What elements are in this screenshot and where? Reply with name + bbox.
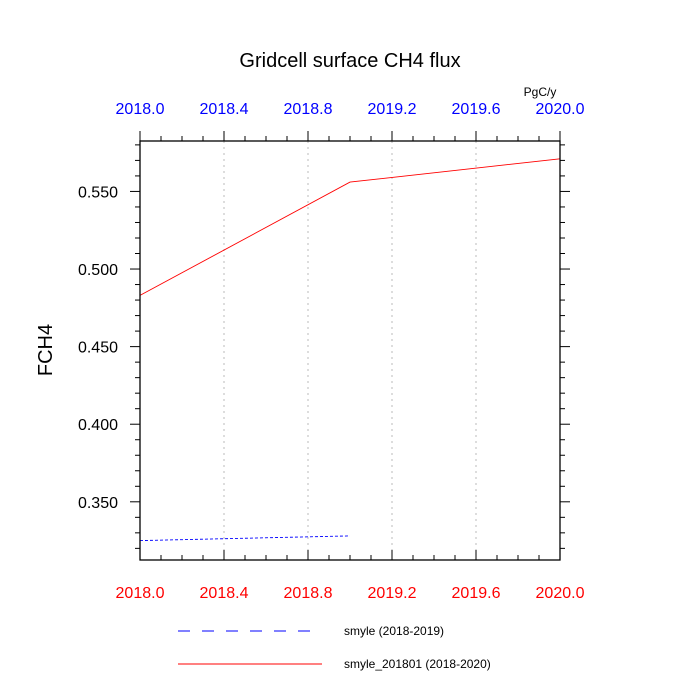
series-group — [139, 158, 561, 542]
plot-frame — [139, 140, 561, 561]
x-tick-label: 2019.6 — [452, 585, 501, 602]
x-top-tick-label: 2020.0 — [536, 101, 585, 118]
x-top-tick-label: 2019.2 — [368, 101, 417, 118]
x-top-tick-label: 2018.8 — [284, 101, 333, 118]
x-top-tick-label: 2018.0 — [116, 101, 165, 118]
x-tick-label: 2020.0 — [536, 585, 585, 602]
x-tick-label: 2018.4 — [200, 585, 249, 602]
y-tick-label: 0.550 — [78, 184, 118, 201]
x-tick-label: 2018.0 — [116, 585, 165, 602]
legend: smyle (2018-2019) smyle_201801 (2018-2020… — [178, 624, 491, 671]
y-tick-label: 0.400 — [78, 417, 118, 434]
y-tick-label: 0.450 — [78, 340, 118, 357]
y-tick-label: 0.500 — [78, 262, 118, 279]
x-top-tick-label: 2018.4 — [200, 101, 249, 118]
units-label: PgC/y — [524, 85, 557, 99]
axes: 2018.0 2018.0 2018.4 2018.4 2018.8 2018.8 2019… — [78, 101, 585, 602]
series-line-2 — [139, 158, 561, 296]
y-tick-label: 0.350 — [78, 495, 118, 512]
grid — [223, 141, 477, 560]
legend-label-1: smyle (2018-2019) — [344, 624, 444, 638]
series-line-1 — [139, 535, 351, 542]
chart-title: Gridcell surface CH4 flux — [239, 50, 460, 72]
legend-label-2: smyle_201801 (2018-2020) — [344, 657, 491, 671]
y-axis-label: FCH4 — [35, 324, 57, 376]
x-top-tick-label: 2019.6 — [452, 101, 501, 118]
x-tick-label: 2019.2 — [368, 585, 417, 602]
x-tick-label: 2018.8 — [284, 585, 333, 602]
